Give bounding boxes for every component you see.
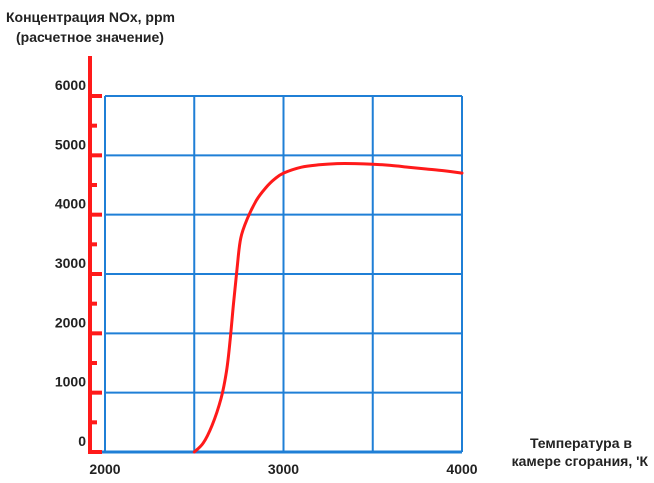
nox-curve-line	[192, 161, 464, 454]
y-tick-label: 4000	[55, 196, 86, 212]
x-tick-labels: 2000 3000 4000	[89, 461, 477, 477]
chart-title-line-1: Концентрация NOx, ppm	[6, 9, 175, 25]
y-tick-label: 5000	[55, 136, 86, 152]
y-tick-label: 6000	[55, 77, 86, 93]
x-tick-label: 2000	[89, 461, 120, 477]
x-axis-label-line-1: Температура в	[529, 435, 632, 451]
x-tick-label: 4000	[446, 461, 477, 477]
chart-grid	[104, 95, 463, 452]
y-tick-label: 3000	[55, 255, 86, 271]
y-tick-label: 2000	[55, 314, 86, 330]
y-tick-label: 1000	[55, 374, 86, 390]
y-tick-label: 0	[78, 433, 86, 449]
y-tick-labels: 0 1000 2000 3000 4000 5000 6000	[55, 77, 86, 449]
x-axis-label-line-2: камере сгорания, 'К	[511, 453, 648, 469]
x-tick-label: 3000	[268, 461, 299, 477]
chart-title-line-2: (расчетное значение)	[16, 29, 164, 45]
chart-series	[192, 161, 464, 454]
chart-axes	[88, 56, 462, 454]
